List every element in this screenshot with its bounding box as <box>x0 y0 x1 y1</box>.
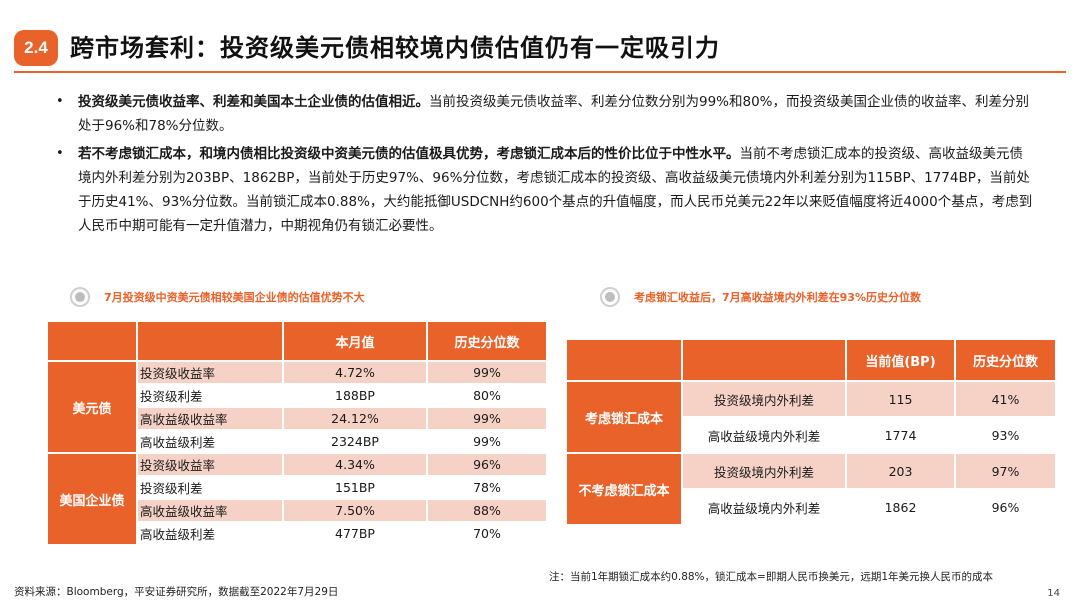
table-row: 高收益级收益率 7.50% 88% <box>47 498 548 523</box>
row-label: 高收益级利差 <box>136 429 284 454</box>
table-header-cell <box>46 320 138 362</box>
row-label: 投资级收益率 <box>136 360 284 385</box>
table-row: 不考虑锁汇成本 投资级境内外利差 203 97% <box>565 452 1057 526</box>
percentile-cell: 99% <box>426 360 548 385</box>
table-row: 高收益级境内外利差 1774 93% <box>566 416 1057 454</box>
percentile-cell: 78% <box>426 475 548 500</box>
table-header-cell: 历史分位数 <box>426 320 548 362</box>
group-label: 不考虑锁汇成本 <box>565 452 683 526</box>
bullet-marker: • <box>56 94 64 109</box>
table-header-cell: 当前值(BP) <box>845 338 956 382</box>
valuation-table: 本月值 历史分位数 美元债 投资级收益率 4.72% 99% 投资级利差 188… <box>46 320 548 546</box>
bullet-text: 当前不考虑锁汇成本的投资级、高收益级美元债境内外利差分别为203BP、1862B… <box>78 146 1033 234</box>
page-title: 跨市场套利：投资级美元债相较境内债估值仍有一定吸引力 <box>70 34 720 62</box>
row-label: 高收益级境内外利差 <box>681 416 847 454</box>
table-row: 美国企业债 投资级收益率 4.34% 96% <box>46 452 548 546</box>
caption-target-icon <box>70 287 90 307</box>
value-cell: 203 <box>845 452 956 490</box>
percentile-cell: 96% <box>954 488 1057 526</box>
value-cell: 115 <box>845 380 956 418</box>
row-label: 投资级利差 <box>136 475 284 500</box>
table-row: 美元债 投资级收益率 4.72% 99% <box>46 360 548 454</box>
title-divider <box>14 71 1066 73</box>
bullet-text: 当前投资级美元债收益率、利差分位数分别为99%和80%，而投资级美国企业债的收益… <box>78 94 1030 134</box>
row-label: 投资级利差 <box>136 383 284 408</box>
table-header-cell <box>136 320 284 362</box>
table-row: 高收益级利差 2324BP 99% <box>47 429 548 454</box>
bullet-item: • 投资级美元债收益率、利差和美国本土企业债的估值相近。当前投资级美元债收益率、… <box>56 90 1036 138</box>
bullet-lead: 投资级美元债收益率、利差和美国本土企业债的估值相近。 <box>78 94 429 110</box>
table-header-cell <box>565 338 683 382</box>
table-header-cell: 本月值 <box>282 320 428 362</box>
table-row: 投资级利差 188BP 80% <box>47 383 548 408</box>
section-number-badge: 2.4 <box>14 30 58 66</box>
spread-table: 当前值(BP) 历史分位数 考虑锁汇成本 投资级境内外利差 115 41% 高收… <box>565 338 1057 526</box>
row-label: 高收益级境内外利差 <box>681 488 847 526</box>
percentile-cell: 88% <box>426 498 548 523</box>
table-row: 高收益级利差 477BP 70% <box>47 521 548 546</box>
left-caption-text: 7月投资级中资美元债相较美国企业债的估值优势不大 <box>104 291 365 304</box>
left-table-caption: 7月投资级中资美元债相较美国企业债的估值优势不大 <box>70 286 365 308</box>
value-cell: 151BP <box>282 475 428 500</box>
group-label: 美国企业债 <box>46 452 138 546</box>
row-label: 高收益级收益率 <box>136 498 284 523</box>
percentile-cell: 93% <box>954 416 1057 454</box>
group-label: 美元债 <box>46 360 138 454</box>
value-cell: 188BP <box>282 383 428 408</box>
table-row: 高收益级境内外利差 1862 96% <box>566 488 1057 526</box>
row-label: 投资级收益率 <box>136 452 284 477</box>
percentile-cell: 70% <box>426 521 548 546</box>
row-label: 投资级境内外利差 <box>681 452 847 490</box>
caption-target-icon <box>600 287 620 307</box>
value-cell: 4.72% <box>282 360 428 385</box>
right-caption-text: 考虑锁汇收益后，7月高收益境内外利差在93%历史分位数 <box>634 291 921 304</box>
bullet-item: • 若不考虑锁汇成本，和境内债相比投资级中资美元债的估值极具优势，考虑锁汇成本后… <box>56 142 1036 238</box>
bullet-lead: 若不考虑锁汇成本，和境内债相比投资级中资美元债的估值极具优势，考虑锁汇成本后的性… <box>78 146 740 162</box>
percentile-cell: 99% <box>426 406 548 431</box>
percentile-cell: 99% <box>426 429 548 454</box>
bullet-marker: • <box>56 146 64 161</box>
group-label: 考虑锁汇成本 <box>565 380 683 454</box>
percentile-cell: 80% <box>426 383 548 408</box>
page-number: 14 <box>1047 588 1060 599</box>
percentile-cell: 97% <box>954 452 1057 490</box>
value-cell: 24.12% <box>282 406 428 431</box>
value-cell: 1774 <box>845 416 956 454</box>
row-label: 高收益级利差 <box>136 521 284 546</box>
source-footnote: 资料来源：Bloomberg，平安证券研究所，数据截至2022年7月29日 <box>14 586 339 598</box>
row-label: 投资级境内外利差 <box>681 380 847 418</box>
table-header-cell: 历史分位数 <box>954 338 1057 382</box>
table-header-cell <box>681 338 847 382</box>
value-cell: 2324BP <box>282 429 428 454</box>
percentile-cell: 41% <box>954 380 1057 418</box>
row-label: 高收益级收益率 <box>136 406 284 431</box>
bullet-list: • 投资级美元债收益率、利差和美国本土企业债的估值相近。当前投资级美元债收益率、… <box>56 90 1036 242</box>
value-cell: 4.34% <box>282 452 428 477</box>
percentile-cell: 96% <box>426 452 548 477</box>
value-cell: 7.50% <box>282 498 428 523</box>
value-cell: 477BP <box>282 521 428 546</box>
right-table-caption: 考虑锁汇收益后，7月高收益境内外利差在93%历史分位数 <box>600 286 921 308</box>
note-footnote: 注：当前1年期锁汇成本约0.88%，锁汇成本=即期人民币换美元，远期1年美元换人… <box>549 571 994 583</box>
table-row: 考虑锁汇成本 投资级境内外利差 115 41% <box>565 380 1057 454</box>
value-cell: 1862 <box>845 488 956 526</box>
table-row: 投资级利差 151BP 78% <box>47 475 548 500</box>
table-row: 高收益级收益率 24.12% 99% <box>47 406 548 431</box>
